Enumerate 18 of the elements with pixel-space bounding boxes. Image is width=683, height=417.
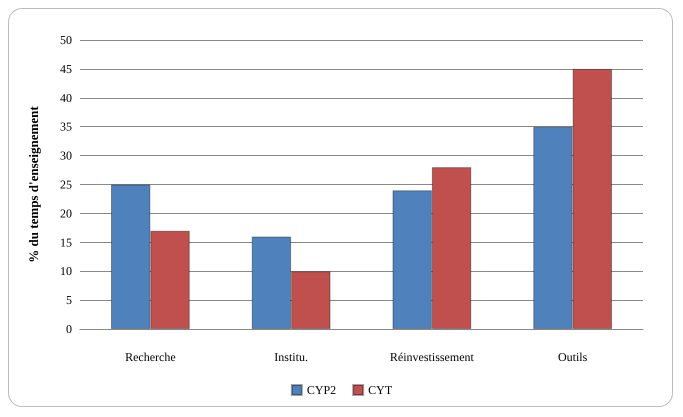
x-tick-label: Recherche [125,350,176,364]
y-tick-label: 10 [60,264,72,278]
y-tick-label: 20 [60,206,72,220]
y-tick-label: 5 [66,293,72,308]
y-tick-label: 30 [60,148,72,163]
y-tick-label: 25 [60,178,72,192]
legend-label: CYT [368,383,393,397]
y-tick-label: 40 [60,90,72,105]
x-tick-label: Outils [558,350,588,364]
y-tick-label: 50 [60,33,72,47]
legend-label: CYP2 [306,383,336,397]
y-tick-label: 15 [60,235,72,250]
x-tick-label: Réinvestissement [390,350,475,364]
y-tick-label: 0 [66,322,72,336]
y-tick-label: 35 [60,120,72,134]
x-tick-label: Institu. [274,350,308,364]
y-tick-label: 45 [60,62,72,76]
y-axis-title: % du temps d'enseignement [26,106,41,263]
